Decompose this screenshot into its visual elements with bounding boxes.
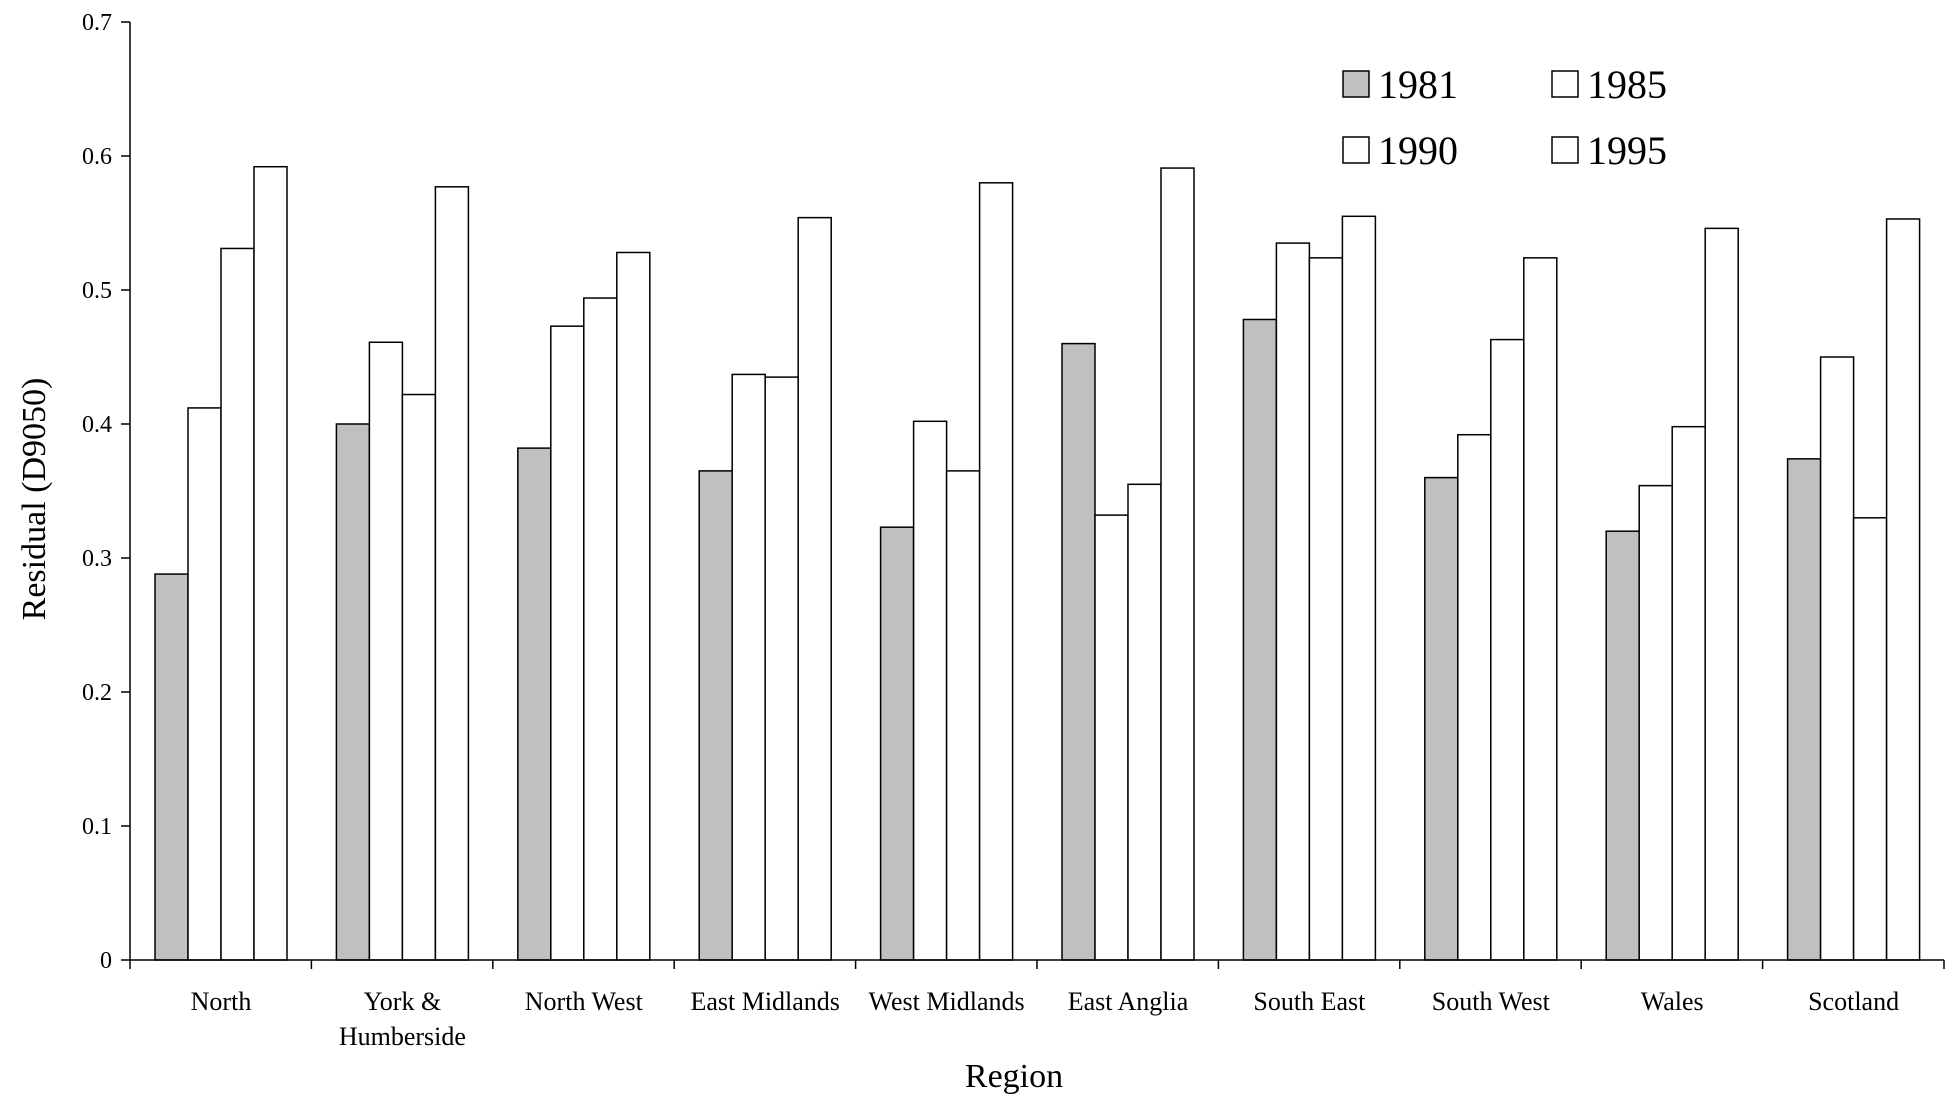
bar-1981-5 — [1061, 342, 1096, 961]
x-tick-label: Wales — [1641, 987, 1704, 1016]
bar-1990-0 — [220, 247, 255, 961]
bar-1985-5 — [1094, 514, 1129, 961]
bar-1990-8 — [1671, 425, 1706, 961]
bar-1981-2 — [517, 447, 552, 961]
y-axis-ticks: 0 0.1 0.2 0.3 0.4 0.5 0.6 0.7 — [82, 10, 130, 974]
bar-1990-4 — [945, 470, 981, 961]
bar-1990-2 — [583, 297, 618, 961]
bar-1985-1 — [368, 341, 404, 961]
bar-1981-3 — [698, 470, 733, 961]
bar-1990-3 — [764, 376, 799, 961]
bar-1985-3 — [731, 373, 766, 961]
legend-swatch-1990 — [1342, 136, 1370, 164]
x-tick-label: Humberside — [339, 1022, 466, 1051]
bar-1981-1 — [335, 423, 371, 961]
x-tick-label: North — [191, 987, 252, 1016]
legend-swatch-1981 — [1342, 70, 1370, 98]
bar-1985-0 — [187, 407, 222, 961]
y-tick-label: 0 — [100, 948, 112, 974]
bar-1985-4 — [912, 420, 948, 961]
bar-1990-7 — [1490, 338, 1525, 961]
legend-swatch-1995 — [1551, 136, 1579, 164]
bar-1995-5 — [1160, 167, 1195, 961]
bar-1995-0 — [253, 165, 288, 961]
legend-label-1981: 1981 — [1378, 62, 1458, 107]
y-tick-label: 0.6 — [82, 144, 112, 170]
bar-1995-4 — [978, 182, 1014, 961]
legend-swatch-1985 — [1551, 70, 1579, 98]
y-tick-label: 0.5 — [82, 278, 112, 304]
y-tick-label: 0.7 — [82, 10, 112, 36]
bar-1985-7 — [1457, 433, 1492, 961]
y-tick-label: 0.1 — [82, 814, 112, 840]
x-tick-label: East Midlands — [690, 987, 840, 1016]
y-axis-title: Residual (D9050) — [16, 378, 53, 621]
x-axis-ticks: North York & Humberside North West East Midl… — [129, 960, 1945, 1051]
y-tick-label: 0.2 — [82, 680, 112, 706]
bar-1995-1 — [434, 186, 470, 961]
bar-1990-9 — [1852, 517, 1888, 961]
bar-1985-6 — [1275, 242, 1311, 961]
bar-1990-5 — [1127, 483, 1162, 961]
x-tick-label: York & — [364, 987, 442, 1016]
bar-1981-4 — [879, 526, 915, 961]
x-axis-title: Region — [965, 1058, 1063, 1095]
x-tick-label: West Midlands — [869, 987, 1025, 1016]
legend-label-1985: 1985 — [1587, 62, 1667, 107]
bars — [154, 165, 1921, 961]
x-tick-label: Scotland — [1808, 987, 1899, 1016]
x-tick-label: North West — [525, 987, 644, 1016]
bar-1981-0 — [154, 573, 189, 961]
bar-1995-9 — [1885, 218, 1921, 961]
legend-label-1990: 1990 — [1378, 128, 1458, 173]
bar-1995-7 — [1523, 257, 1558, 961]
bar-1995-8 — [1704, 227, 1739, 961]
bar-1995-6 — [1341, 215, 1377, 961]
y-tick-label: 0.3 — [82, 546, 112, 572]
bar-1995-3 — [797, 216, 832, 961]
bar-1990-1 — [401, 393, 437, 961]
bar-1985-2 — [550, 325, 585, 961]
legend: 1981 1985 1990 1995 — [1342, 62, 1667, 173]
x-tick-label: South East — [1253, 987, 1366, 1016]
bar-1995-2 — [616, 251, 651, 961]
bar-1981-6 — [1242, 318, 1278, 961]
bar-1985-9 — [1819, 356, 1855, 961]
bar-1981-7 — [1424, 476, 1459, 961]
x-tick-label: East Anglia — [1068, 987, 1189, 1016]
bar-1981-9 — [1786, 458, 1822, 961]
bar-1981-8 — [1605, 530, 1640, 961]
y-tick-label: 0.4 — [82, 412, 112, 438]
x-tick-label: South West — [1432, 987, 1551, 1016]
bar-1985-8 — [1638, 484, 1673, 961]
bar-1990-6 — [1308, 257, 1344, 961]
legend-label-1995: 1995 — [1587, 128, 1667, 173]
